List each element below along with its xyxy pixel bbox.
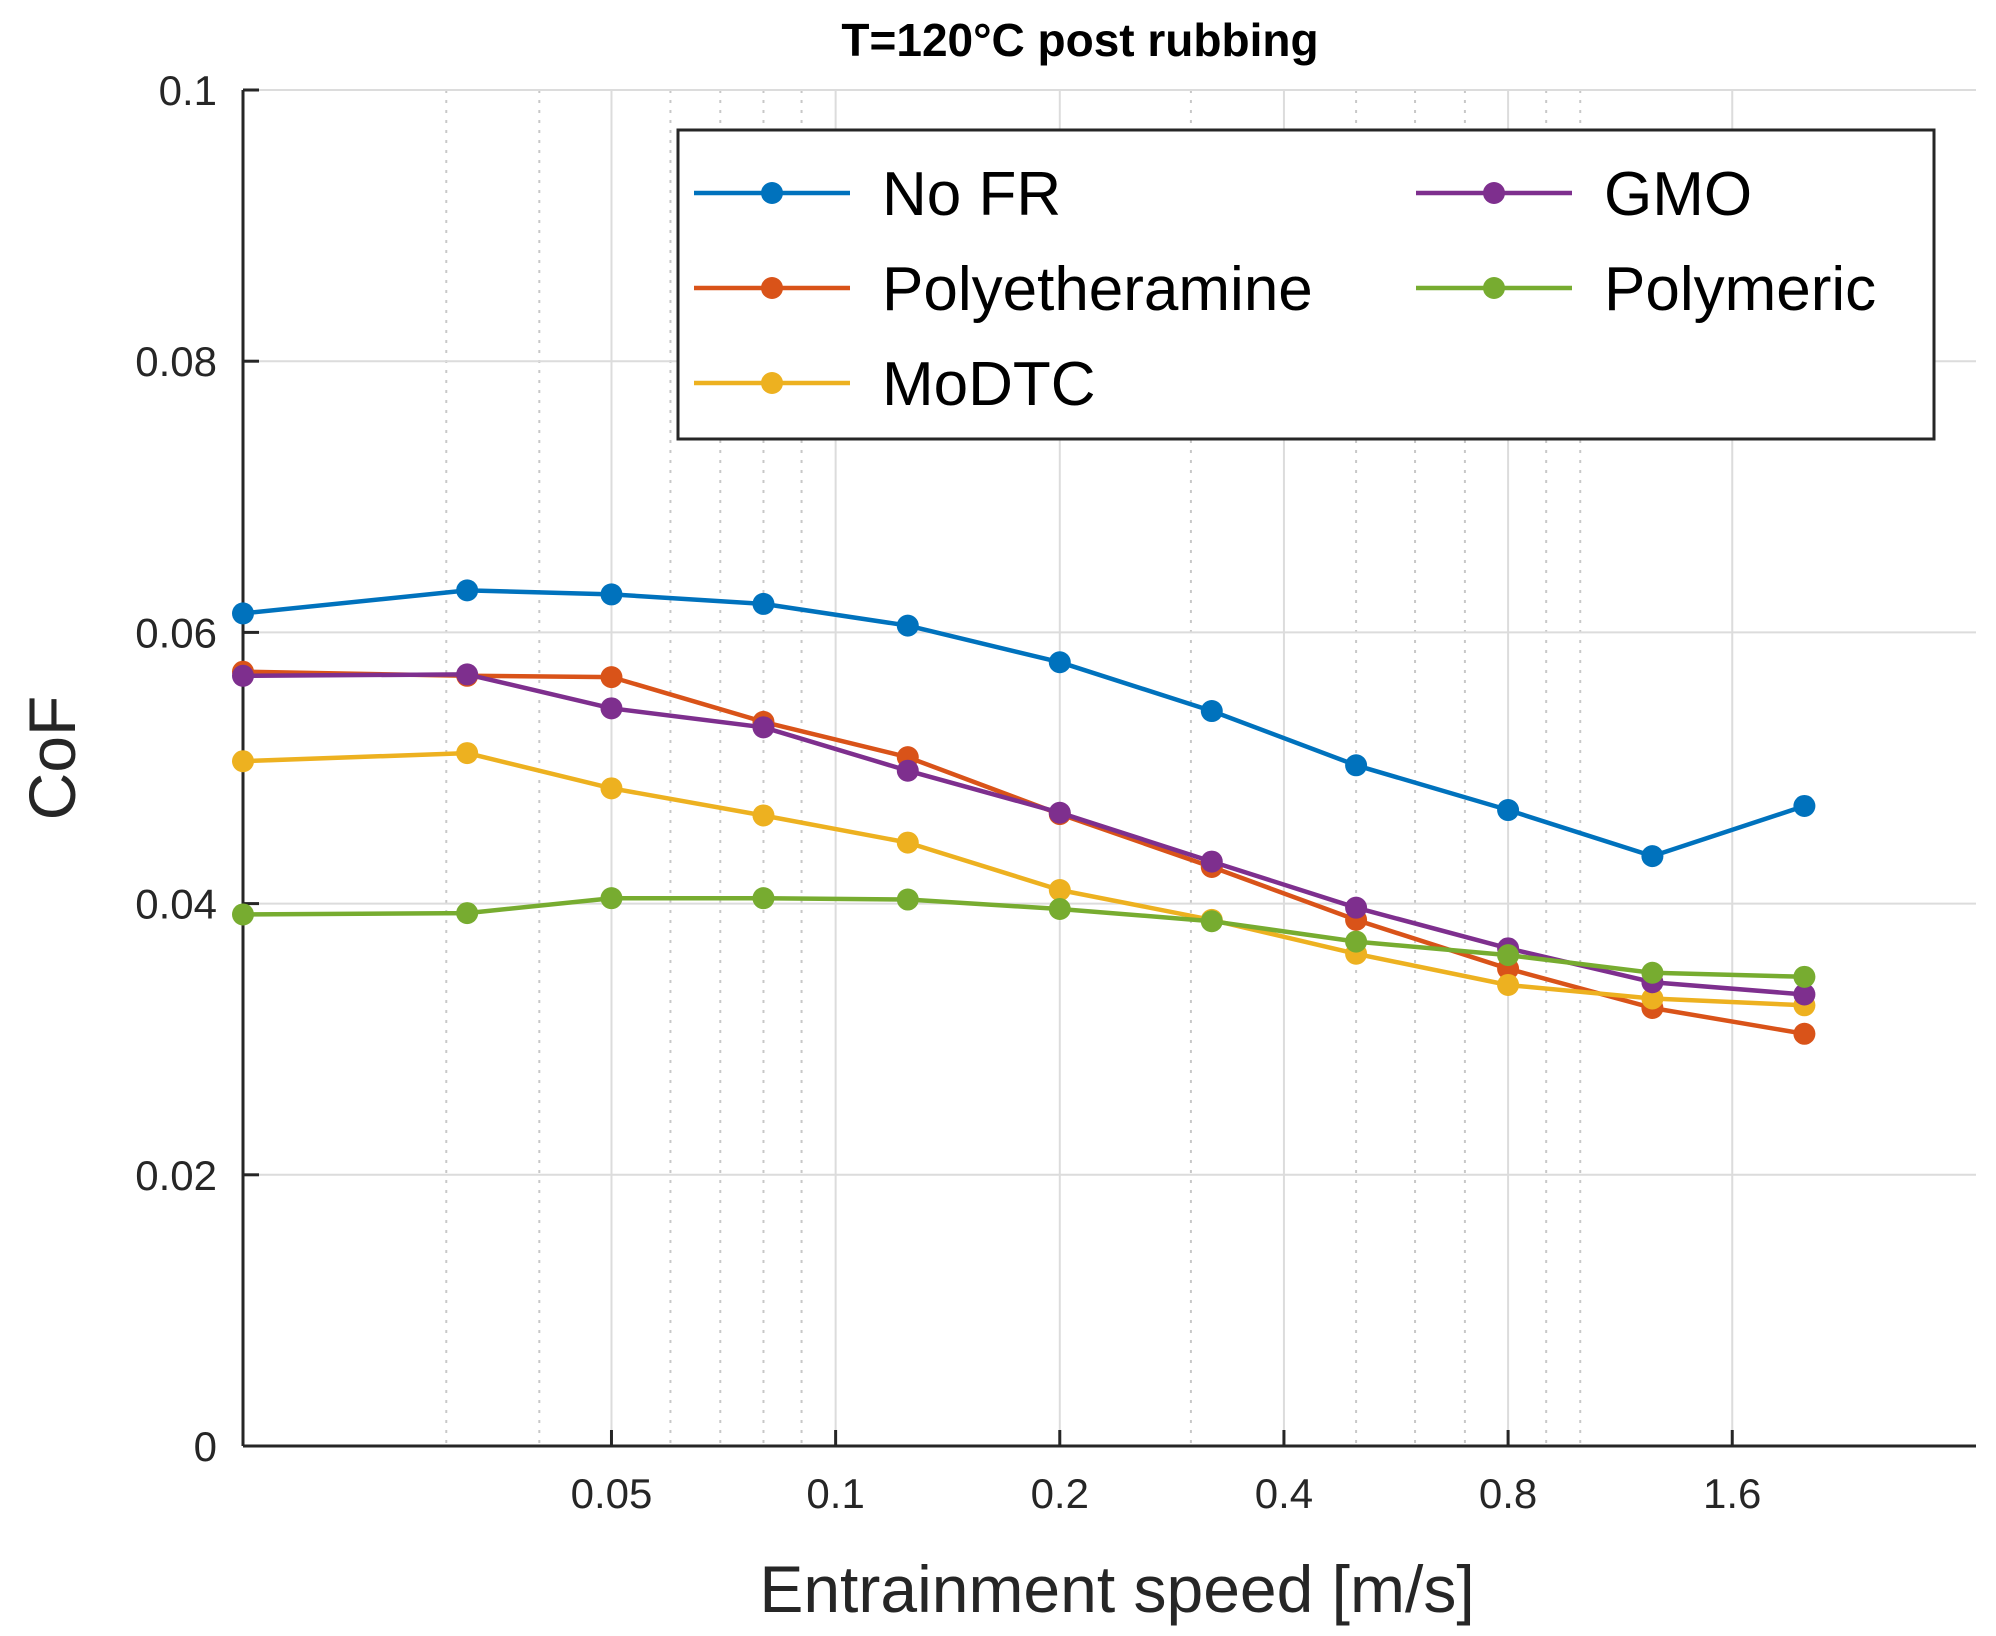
series-line-no-fr — [242, 588, 1806, 859]
data-point-gmo — [600, 697, 623, 720]
data-point-no-fr — [1345, 754, 1368, 777]
legend-item-gmo: GMO — [1416, 160, 1752, 229]
data-point-gmo — [1345, 896, 1368, 919]
legend-swatch-marker — [761, 277, 783, 299]
data-point-polymeric — [1793, 965, 1816, 988]
legend-label: No FR — [882, 160, 1061, 229]
series-no-fr — [232, 579, 1816, 868]
data-point-modtc — [456, 742, 479, 765]
y-axis-title: CoF — [15, 696, 89, 821]
series-line-polyetheramine — [242, 669, 1805, 1037]
legend-swatch-marker — [761, 182, 783, 204]
x-tick-label: 0.1 — [806, 1470, 864, 1517]
data-point-no-fr — [1048, 651, 1071, 674]
data-point-no-fr — [1497, 799, 1520, 822]
legend-item-polymeric: Polymeric — [1416, 255, 1876, 324]
legend-box — [676, 128, 1936, 441]
series-layer — [232, 579, 1816, 1045]
data-point-polymeric — [456, 902, 479, 925]
legend-label: Polymeric — [1604, 255, 1876, 324]
series-line-modtc — [242, 750, 1805, 1008]
data-point-no-fr — [1200, 700, 1223, 723]
data-point-no-fr — [232, 602, 254, 625]
data-point-modtc — [600, 777, 623, 800]
data-point-modtc — [232, 750, 254, 773]
legend-label: Polyetheramine — [882, 255, 1313, 324]
chart-title: T=120°C post rubbing — [841, 14, 1318, 66]
data-point-gmo — [752, 716, 775, 739]
x-axis-title: Entrainment speed [m/s] — [759, 1552, 1474, 1626]
legend-item-modtc: MoDTC — [694, 350, 1096, 419]
data-point-modtc — [1497, 973, 1520, 996]
legend-swatch-marker — [1483, 277, 1505, 299]
legend-item-no-fr: No FR — [694, 160, 1061, 229]
data-point-no-fr — [1793, 794, 1816, 817]
data-point-gmo — [896, 759, 919, 782]
data-point-polymeric — [1345, 930, 1368, 953]
y-tick-label: 0.02 — [135, 1152, 217, 1199]
data-point-gmo — [1048, 801, 1071, 824]
y-tick-label: 0.1 — [159, 67, 217, 114]
data-point-polymeric — [232, 903, 254, 926]
data-point-polymeric — [896, 888, 919, 911]
data-point-no-fr — [600, 583, 623, 606]
x-tick-label: 1.6 — [1703, 1470, 1761, 1517]
series-modtc — [232, 742, 1816, 1017]
series-polyetheramine — [232, 660, 1816, 1045]
data-point-polyetheramine — [1793, 1022, 1816, 1045]
data-point-polymeric — [600, 887, 623, 910]
data-point-modtc — [1641, 987, 1664, 1010]
legend-label: MoDTC — [882, 350, 1096, 419]
y-tick-label: 0 — [194, 1423, 217, 1470]
series-polymeric — [232, 887, 1816, 988]
data-point-no-fr — [752, 592, 775, 615]
data-point-modtc — [896, 831, 919, 854]
legend: No FR Polyetheramine MoDTC GMO Polymeric — [676, 128, 1936, 441]
data-point-modtc — [752, 804, 775, 827]
data-point-no-fr — [896, 614, 919, 637]
data-point-modtc — [1048, 879, 1071, 902]
data-point-gmo — [232, 664, 254, 687]
x-tick-label: 0.05 — [571, 1470, 653, 1517]
y-tick-label: 0.06 — [135, 609, 217, 656]
data-point-polymeric — [1200, 910, 1223, 933]
data-point-polymeric — [1048, 898, 1071, 921]
data-point-no-fr — [456, 579, 479, 602]
legend-swatch-marker — [761, 372, 783, 394]
data-point-polyetheramine — [600, 666, 623, 689]
data-point-polymeric — [1641, 961, 1664, 984]
series-line-gmo — [242, 672, 1805, 997]
legend-swatch-marker — [1483, 182, 1505, 204]
x-tick-label: 0.2 — [1031, 1470, 1089, 1517]
y-tick-label: 0.08 — [135, 338, 217, 385]
data-point-polymeric — [752, 887, 775, 910]
legend-label: GMO — [1604, 160, 1752, 229]
x-tick-label: 0.4 — [1255, 1470, 1313, 1517]
data-point-gmo — [1793, 983, 1816, 1006]
y-tick-label: 0.04 — [135, 881, 217, 928]
data-point-gmo — [456, 663, 479, 686]
data-point-gmo — [1200, 850, 1223, 873]
x-tick-label: 0.8 — [1479, 1470, 1537, 1517]
legend-item-polyetheramine: Polyetheramine — [694, 255, 1313, 324]
data-point-no-fr — [1641, 845, 1664, 868]
data-point-polymeric — [1497, 944, 1520, 967]
